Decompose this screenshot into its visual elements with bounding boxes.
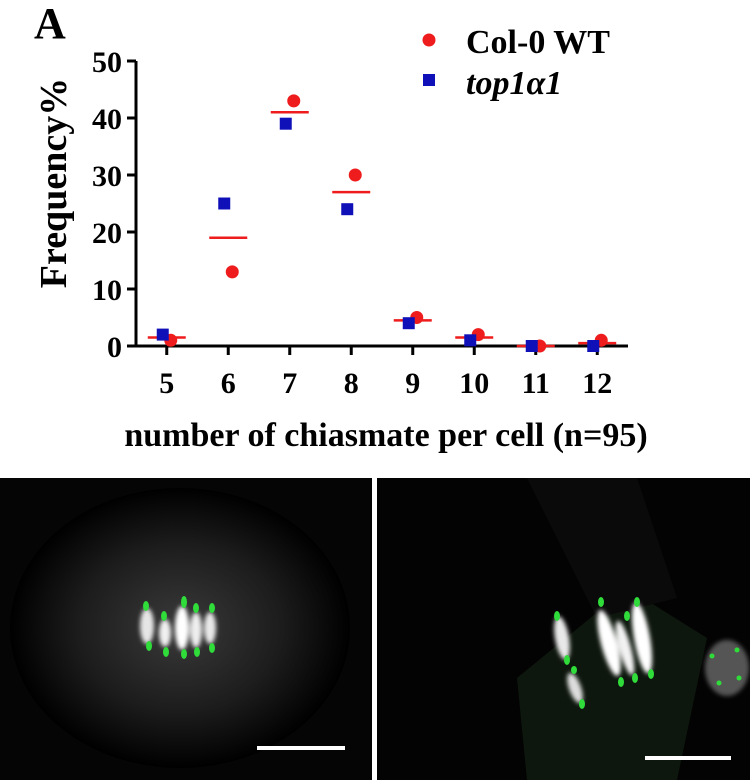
point-col0-wt (348, 168, 362, 182)
x-tick-label: 10 (459, 367, 489, 400)
right-micrograph-image (377, 478, 750, 780)
point-col0-wt (287, 94, 301, 108)
data-points (156, 94, 608, 353)
y-tick-label: 40 (92, 103, 122, 136)
x-tick-label: 5 (159, 367, 174, 400)
point-top1a1 (156, 328, 169, 341)
y-tick-label: 20 (92, 217, 122, 250)
x-tick-label: 8 (344, 367, 359, 400)
point-col0-wt (225, 265, 239, 279)
x-tick-label: 9 (405, 367, 420, 400)
legend-marker-wt (422, 33, 436, 47)
x-axis-label: number of chiasmate per cell (n=95) (124, 417, 647, 454)
y-tick-label: 0 (107, 331, 122, 364)
legend: Col-0 WT top1α1 (422, 24, 610, 102)
axes (134, 61, 628, 348)
scale-bar (257, 746, 345, 750)
y-tick-label: 10 (92, 274, 122, 307)
y-tick-label: 30 (92, 160, 122, 193)
mean-lines (147, 111, 617, 348)
point-top1a1 (464, 334, 477, 347)
y-tick-label: 50 (92, 46, 122, 79)
legend-marker-top1a1 (423, 74, 435, 86)
left-micrograph-image (0, 478, 372, 780)
point-top1a1 (279, 117, 292, 130)
left-micrograph (0, 478, 372, 780)
x-axis-ticks: 5 6 7 8 9 10 11 12 (159, 346, 612, 400)
point-top1a1 (587, 340, 600, 352)
panel-letter: A (34, 0, 66, 48)
x-tick-label: 12 (582, 367, 612, 400)
right-micrograph (377, 478, 750, 780)
legend-label-top1a1: top1α1 (466, 65, 562, 102)
point-top1a1 (341, 203, 354, 216)
x-tick-label: 7 (282, 367, 297, 400)
x-tick-label: 11 (522, 367, 550, 400)
y-axis-ticks: 0 10 20 30 40 50 (92, 46, 136, 364)
chart: A 0 10 20 30 40 50 5 6 7 8 9 10 11 12 Frequency% num… (33, 0, 648, 454)
legend-label-wt: Col-0 WT (466, 24, 610, 61)
x-tick-label: 6 (221, 367, 236, 400)
scale-bar (645, 756, 731, 760)
y-axis-label: Frequency% (33, 78, 75, 288)
point-top1a1 (218, 197, 231, 210)
point-top1a1 (402, 317, 415, 330)
point-top1a1 (525, 340, 538, 352)
